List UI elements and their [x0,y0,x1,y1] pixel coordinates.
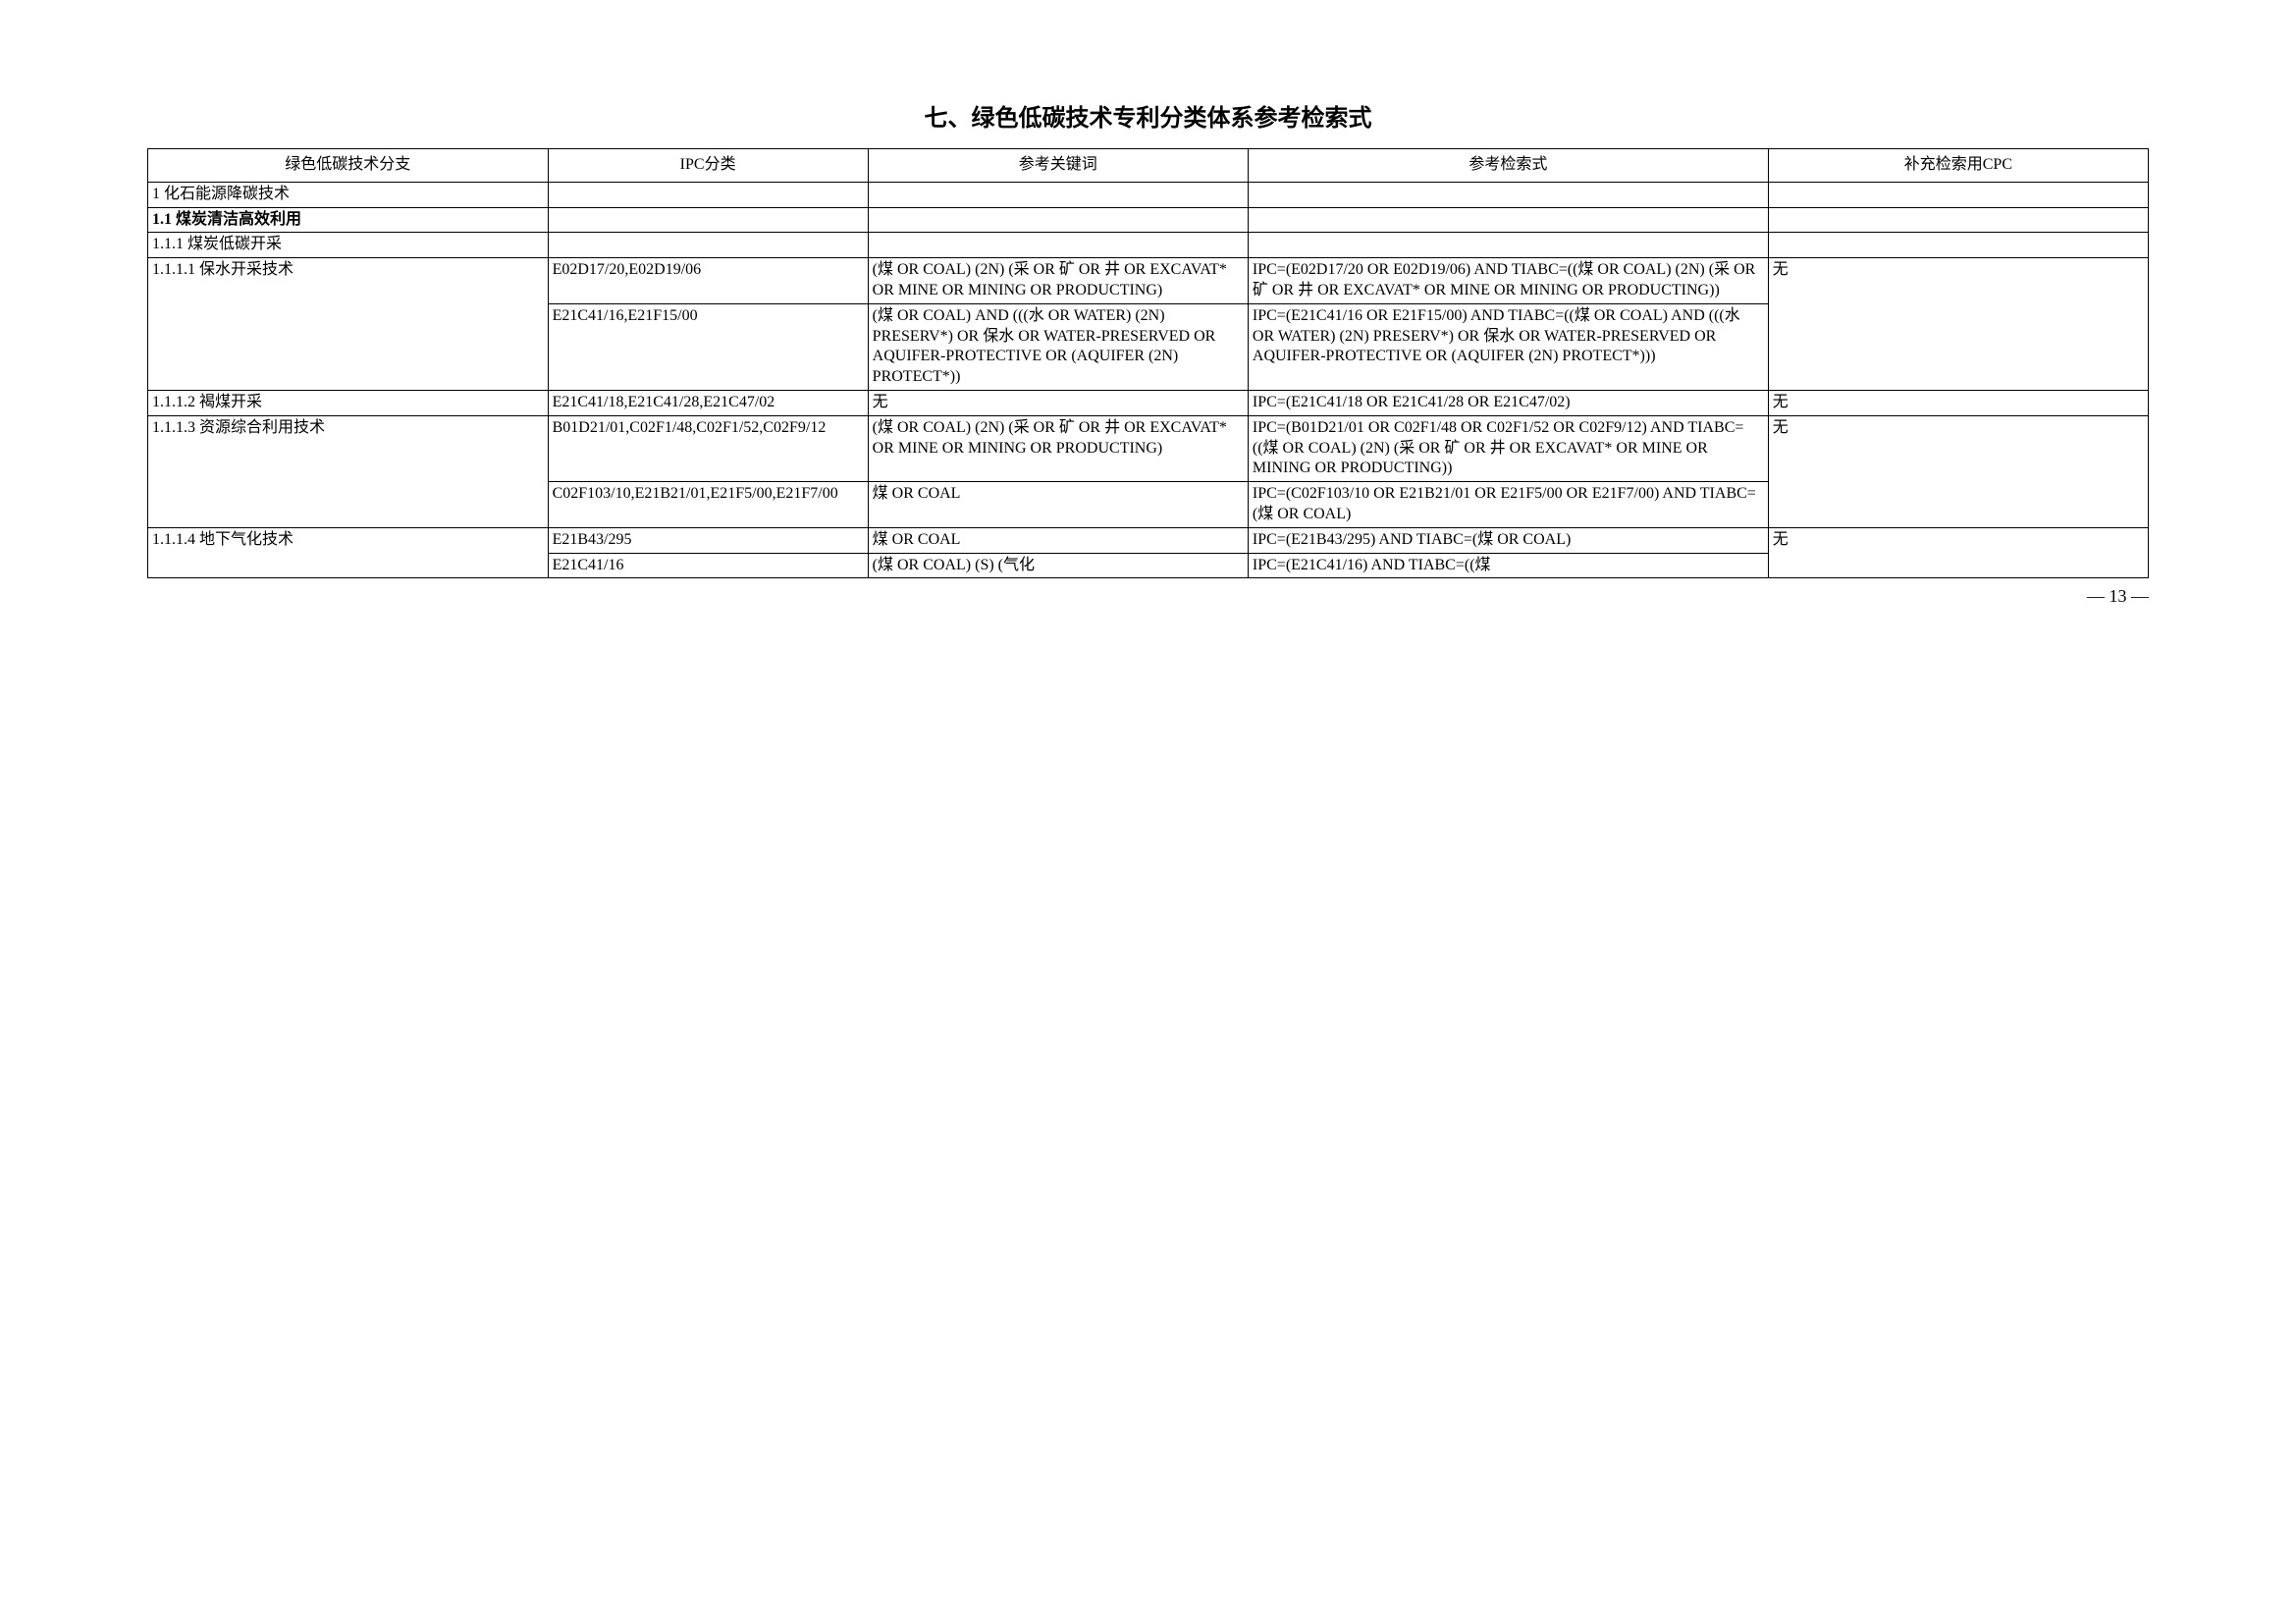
cell-ipc: E21C41/18,E21C41/28,E21C47/02 [548,390,868,415]
page-number: — 13 — [147,586,2149,607]
cell-keyword: 煤 OR COAL [868,482,1248,528]
cell-keyword: (煤 OR COAL) (S) (气化 [868,553,1248,578]
cell-search: IPC=(E21C41/16) AND TIABC=((煤 [1248,553,1768,578]
header-cpc: 补充检索用CPC [1768,149,2148,183]
header-keyword: 参考关键词 [868,149,1248,183]
cell-cpc: 无 [1768,527,2148,578]
cell-ipc [548,207,868,233]
cell-ipc: E21C41/16 [548,553,868,578]
table-row: 1.1.1.2 褐煤开采E21C41/18,E21C41/28,E21C47/0… [148,390,2149,415]
cell-branch: 1.1.1.4 地下气化技术 [148,527,549,578]
cell-keyword: (煤 OR COAL) (2N) (采 OR 矿 OR 井 OR EXCAVAT… [868,258,1248,304]
cell-keyword: (煤 OR COAL) AND (((水 OR WATER) (2N) PRES… [868,303,1248,390]
cell-cpc [1768,182,2148,207]
cell-cpc: 无 [1768,258,2148,391]
cell-keyword [868,182,1248,207]
cell-search: IPC=(E21B43/295) AND TIABC=(煤 OR COAL) [1248,527,1768,553]
cell-ipc: E21B43/295 [548,527,868,553]
cell-search: IPC=(E02D17/20 OR E02D19/06) AND TIABC=(… [1248,258,1768,304]
header-ipc: IPC分类 [548,149,868,183]
cell-branch: 1.1.1.3 资源综合利用技术 [148,415,549,527]
cell-cpc: 无 [1768,415,2148,527]
cell-ipc [548,182,868,207]
table-row: 1.1 煤炭清洁高效利用 [148,207,2149,233]
table-row: 1 化石能源降碳技术 [148,182,2149,207]
table-row: 1.1.1.1 保水开采技术E02D17/20,E02D19/06(煤 OR C… [148,258,2149,304]
cell-branch: 1 化石能源降碳技术 [148,182,549,207]
cell-branch: 1.1.1.1 保水开采技术 [148,258,549,391]
cell-branch: 1.1.1.2 褐煤开采 [148,390,549,415]
cell-ipc: B01D21/01,C02F1/48,C02F1/52,C02F9/12 [548,415,868,481]
cell-cpc: 无 [1768,390,2148,415]
cell-keyword: 无 [868,390,1248,415]
table-row: 1.1.1.3 资源综合利用技术B01D21/01,C02F1/48,C02F1… [148,415,2149,481]
classification-table: 绿色低碳技术分支 IPC分类 参考关键词 参考检索式 补充检索用CPC 1 化石… [147,148,2149,578]
cell-search [1248,182,1768,207]
cell-ipc: E21C41/16,E21F15/00 [548,303,868,390]
page-title: 七、绿色低碳技术专利分类体系参考检索式 [147,98,2149,133]
cell-cpc [1768,233,2148,258]
cell-search [1248,233,1768,258]
cell-branch: 1.1 煤炭清洁高效利用 [148,207,549,233]
cell-ipc: C02F103/10,E21B21/01,E21F5/00,E21F7/00 [548,482,868,528]
cell-keyword: (煤 OR COAL) (2N) (采 OR 矿 OR 井 OR EXCAVAT… [868,415,1248,481]
cell-branch: 1.1.1 煤炭低碳开采 [148,233,549,258]
header-search: 参考检索式 [1248,149,1768,183]
cell-search: IPC=(E21C41/16 OR E21F15/00) AND TIABC=(… [1248,303,1768,390]
table-row: 1.1.1 煤炭低碳开采 [148,233,2149,258]
table-header-row: 绿色低碳技术分支 IPC分类 参考关键词 参考检索式 补充检索用CPC [148,149,2149,183]
cell-search: IPC=(B01D21/01 OR C02F1/48 OR C02F1/52 O… [1248,415,1768,481]
cell-search: IPC=(C02F103/10 OR E21B21/01 OR E21F5/00… [1248,482,1768,528]
cell-cpc [1768,207,2148,233]
header-branch: 绿色低碳技术分支 [148,149,549,183]
cell-keyword [868,207,1248,233]
cell-ipc [548,233,868,258]
cell-ipc: E02D17/20,E02D19/06 [548,258,868,304]
cell-search [1248,207,1768,233]
cell-keyword [868,233,1248,258]
cell-keyword: 煤 OR COAL [868,527,1248,553]
cell-search: IPC=(E21C41/18 OR E21C41/28 OR E21C47/02… [1248,390,1768,415]
table-row: 1.1.1.4 地下气化技术E21B43/295煤 OR COALIPC=(E2… [148,527,2149,553]
